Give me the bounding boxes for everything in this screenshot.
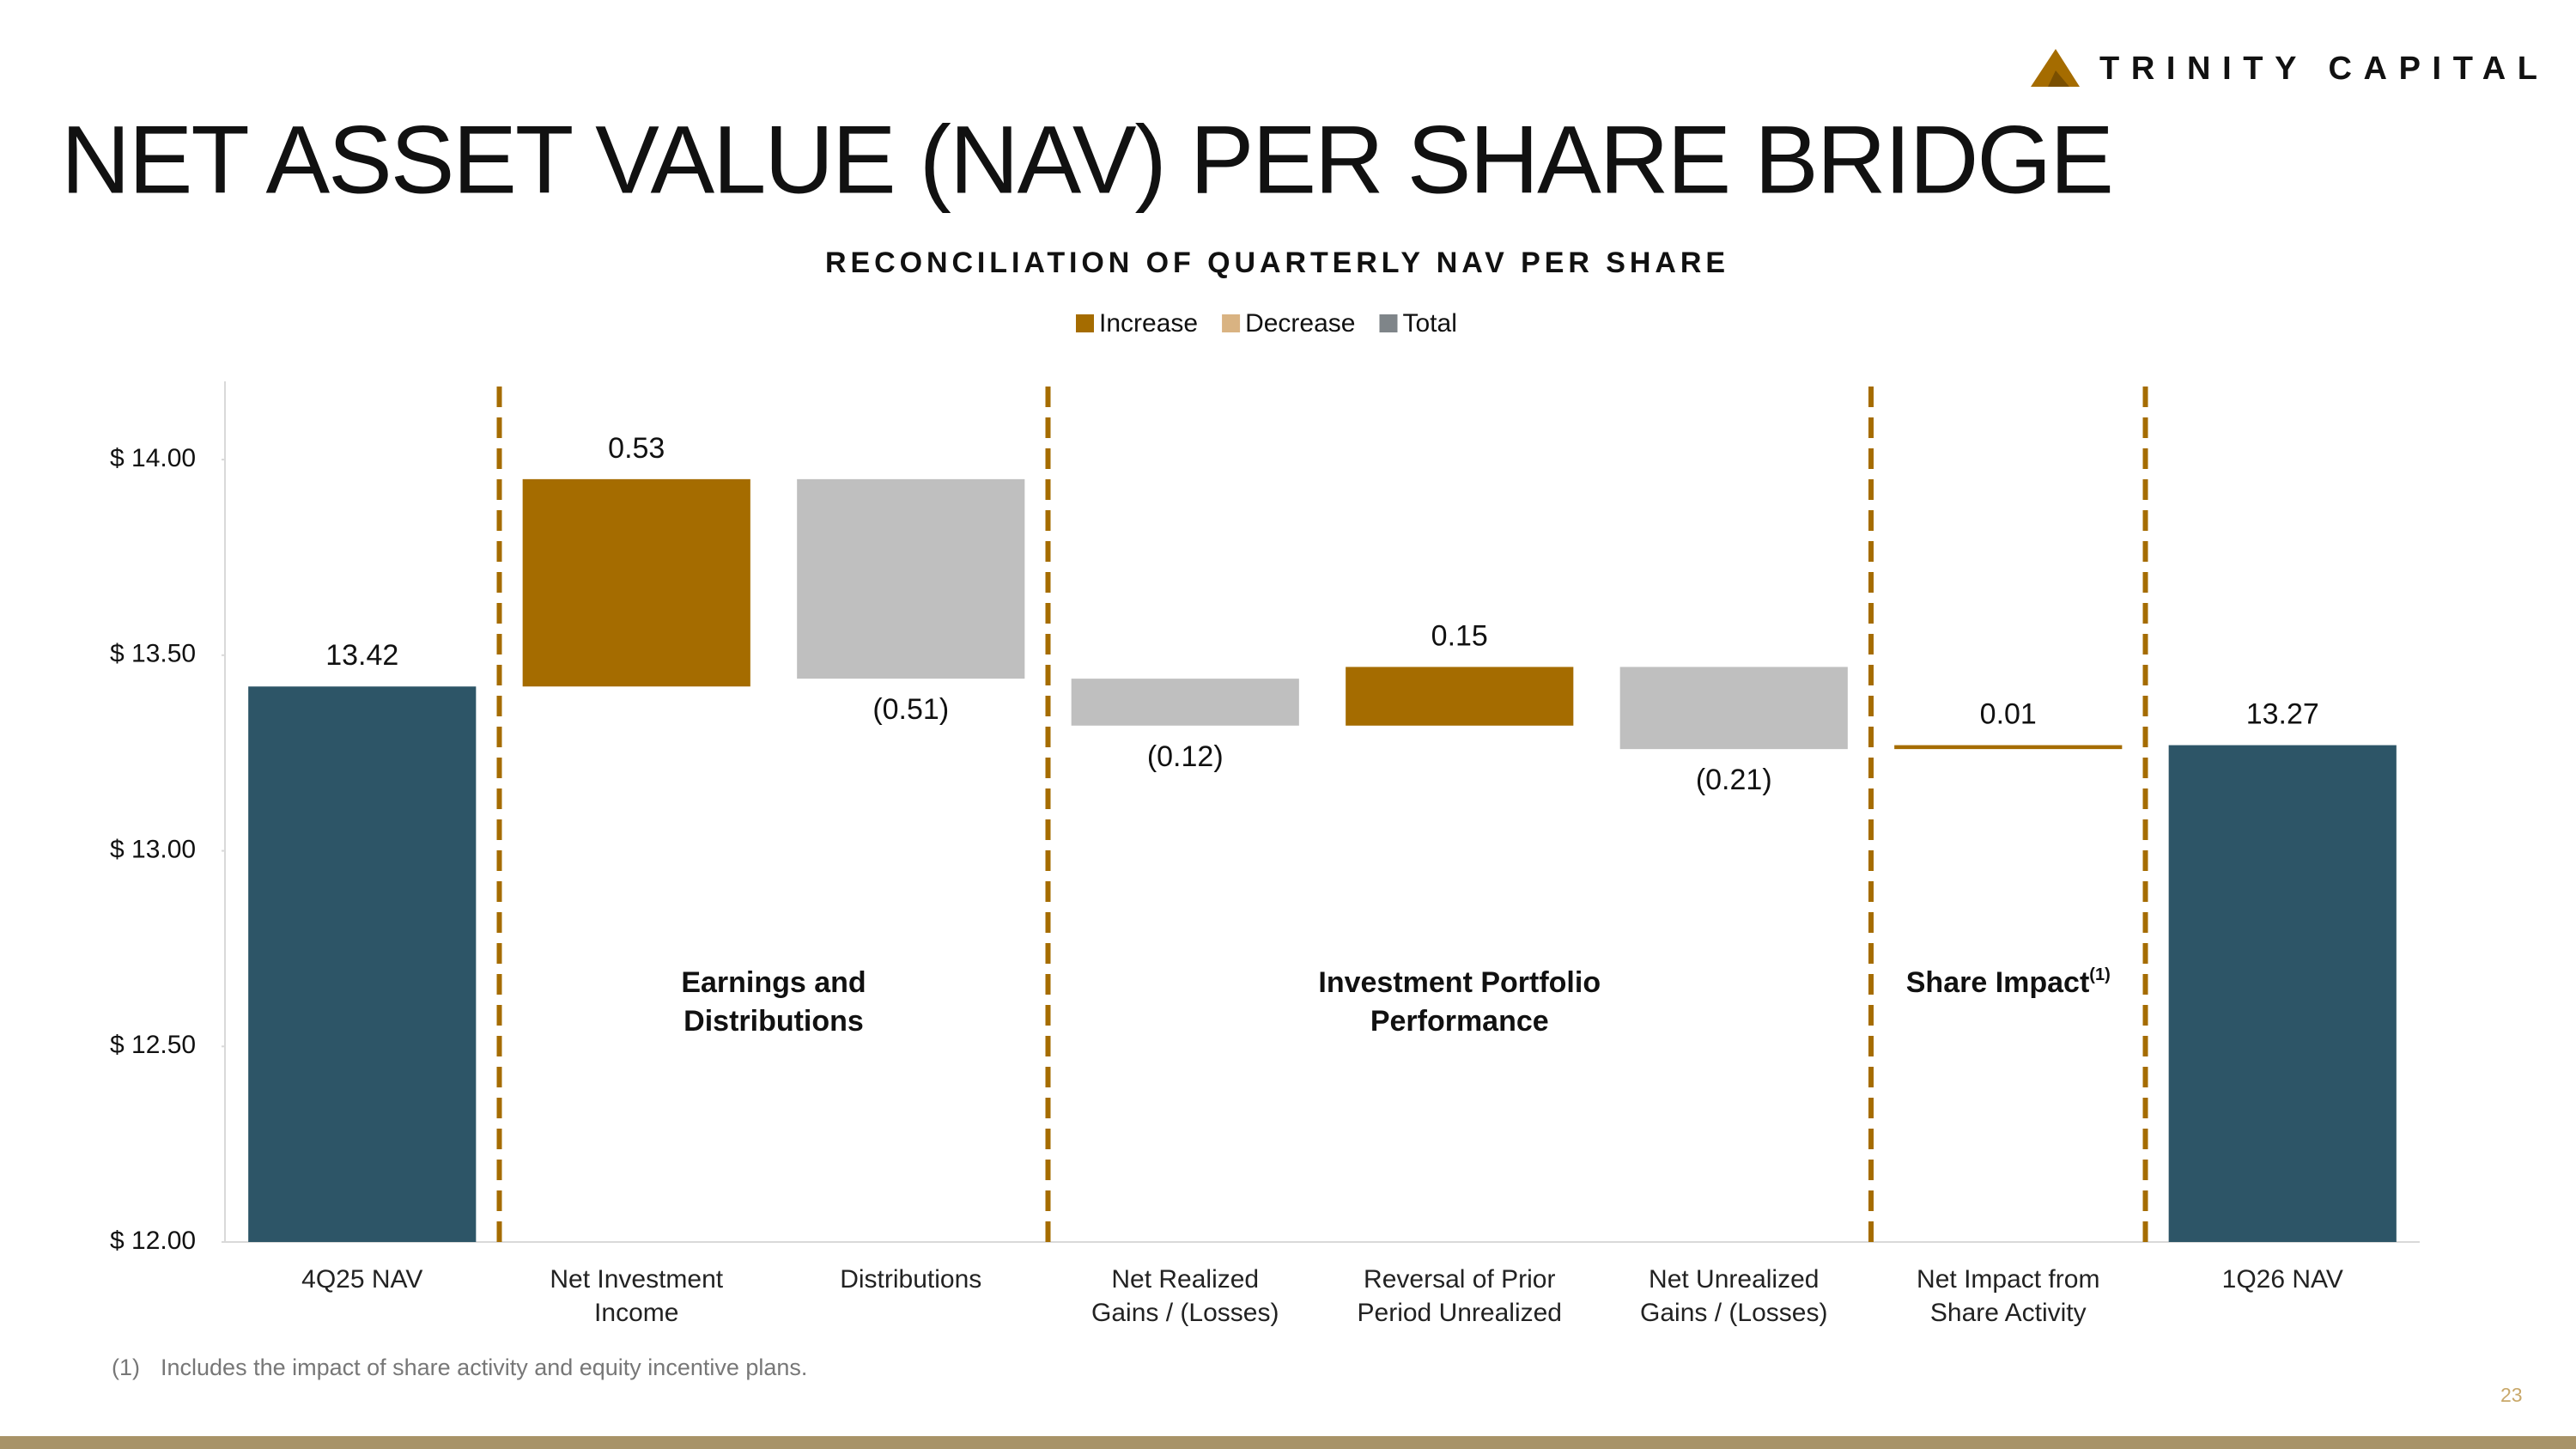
logo-text: TRINITY CAPITAL xyxy=(2099,51,2537,87)
bar xyxy=(522,478,750,687)
x-tick-label: Net Impact from Share Activity xyxy=(1917,1265,2100,1327)
group-label: Share Impact(1) xyxy=(1880,964,2137,1002)
bar xyxy=(1071,679,1299,726)
legend-label: Decrease xyxy=(1245,309,1355,338)
bar xyxy=(1894,745,2123,750)
x-tick-label: Reversal of Prior Period Unrealized xyxy=(1357,1265,1562,1327)
value-label: 0.15 xyxy=(1431,619,1488,652)
x-tick-label: Net Investment Income xyxy=(550,1265,724,1327)
x-tick-label: 4Q25 NAV xyxy=(301,1265,423,1294)
footnote-ref: (1) xyxy=(2089,965,2111,984)
y-tick-label: $ 12.50 xyxy=(110,1031,196,1059)
legend-swatch xyxy=(1379,314,1398,332)
legend-label: Total xyxy=(1402,309,1456,338)
page-title: NET ASSET VALUE (NAV) PER SHARE BRIDGE xyxy=(61,107,2114,214)
group-label-text: Earnings and Distributions xyxy=(681,966,866,1038)
bar xyxy=(2168,745,2397,1242)
legend-swatch xyxy=(1222,314,1241,332)
value-label: 13.42 xyxy=(325,639,398,672)
footnote-text: Includes the impact of share activity an… xyxy=(161,1355,807,1380)
value-label: 0.53 xyxy=(608,432,665,465)
value-label: (0.51) xyxy=(872,693,949,726)
legend-label: Increase xyxy=(1099,309,1198,338)
footnote-marker: (1) xyxy=(112,1355,140,1380)
legend-swatch xyxy=(1076,314,1094,332)
bar xyxy=(797,478,1025,679)
bar xyxy=(1346,667,1574,726)
y-tick-label: $ 13.00 xyxy=(110,835,196,863)
group-label-text: Share Impact xyxy=(1905,966,2090,999)
chart-title: RECONCILIATION OF QUARTERLY NAV PER SHAR… xyxy=(825,247,1725,279)
y-tick-label: $ 12.00 xyxy=(110,1227,196,1255)
value-label: (0.21) xyxy=(1696,764,1772,796)
value-label: 13.27 xyxy=(2246,698,2319,731)
x-tick-label: Net Unrealized Gains / (Losses) xyxy=(1640,1265,1828,1327)
logo-icon xyxy=(2031,49,2080,87)
value-label: (0.12) xyxy=(1147,740,1224,773)
group-label-text: Investment Portfolio Performance xyxy=(1318,966,1601,1038)
x-tick-label: Net Realized Gains / (Losses) xyxy=(1091,1265,1279,1327)
footer-bar xyxy=(0,1436,2576,1449)
value-label: 0.01 xyxy=(1980,698,2037,731)
bar xyxy=(248,686,477,1242)
group-label: Investment Portfolio Performance xyxy=(1279,964,1640,1041)
page-number: 23 xyxy=(2500,1384,2523,1406)
logo-icon-inner xyxy=(2048,70,2069,87)
y-tick-label: $ 14.00 xyxy=(110,444,196,472)
bar xyxy=(1619,667,1848,750)
y-tick-label: $ 13.50 xyxy=(110,640,196,668)
x-tick-label: Distributions xyxy=(840,1265,982,1294)
x-tick-label: 1Q26 NAV xyxy=(2221,1265,2343,1294)
group-label: Earnings and Distributions xyxy=(593,964,954,1041)
